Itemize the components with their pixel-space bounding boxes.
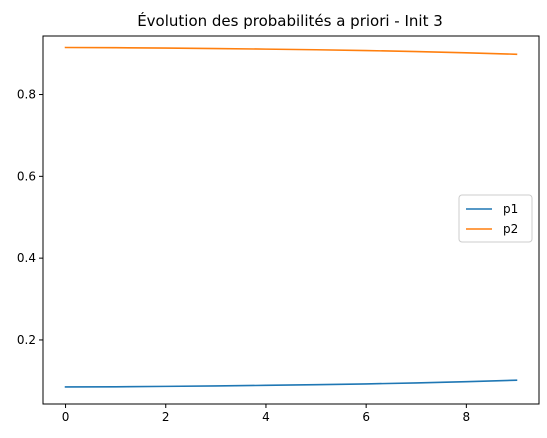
series-line-p1 xyxy=(64,379,518,388)
legend-box xyxy=(458,194,533,243)
legend-label-p1: p1 xyxy=(503,202,518,216)
x-axis: 0 2 4 6 8 xyxy=(62,404,470,424)
legend-label-p2: p2 xyxy=(503,222,518,236)
x-tick-label: 8 xyxy=(463,410,471,424)
y-tick-label: 0.2 xyxy=(17,333,36,347)
y-axis: 0.2 0.4 0.6 0.8 xyxy=(17,88,43,347)
x-tick-label: 2 xyxy=(162,410,170,424)
series-layer xyxy=(64,46,518,388)
x-tick-label: 4 xyxy=(262,410,270,424)
plot-area xyxy=(42,35,540,405)
x-tick-label: 6 xyxy=(362,410,370,424)
chart-title: Évolution des probabilités a priori - In… xyxy=(137,11,443,30)
x-tick-label: 0 xyxy=(62,410,70,424)
y-tick-label: 0.4 xyxy=(17,251,36,265)
y-tick-label: 0.8 xyxy=(17,88,36,102)
y-tick-label: 0.6 xyxy=(17,169,36,183)
axes-frame xyxy=(42,35,540,405)
series-line-p2 xyxy=(64,46,518,56)
